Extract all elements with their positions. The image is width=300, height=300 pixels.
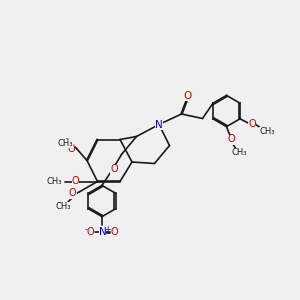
Text: O: O: [184, 91, 192, 101]
Text: O: O: [72, 176, 80, 186]
Text: O: O: [228, 134, 236, 145]
Text: CH₃: CH₃: [232, 148, 247, 157]
Text: CH₃: CH₃: [57, 139, 73, 148]
Text: O: O: [110, 164, 118, 175]
Text: O: O: [69, 188, 76, 199]
Text: N: N: [155, 119, 163, 130]
Text: O: O: [248, 119, 256, 129]
Text: CH₃: CH₃: [47, 177, 62, 186]
Text: O: O: [68, 143, 75, 154]
Text: -: -: [85, 225, 88, 234]
Text: +: +: [104, 225, 111, 234]
Text: N: N: [99, 227, 106, 237]
Text: O: O: [111, 227, 119, 237]
Text: CH₃: CH₃: [259, 127, 275, 136]
Text: O: O: [87, 227, 94, 237]
Text: CH₃: CH₃: [55, 202, 71, 211]
